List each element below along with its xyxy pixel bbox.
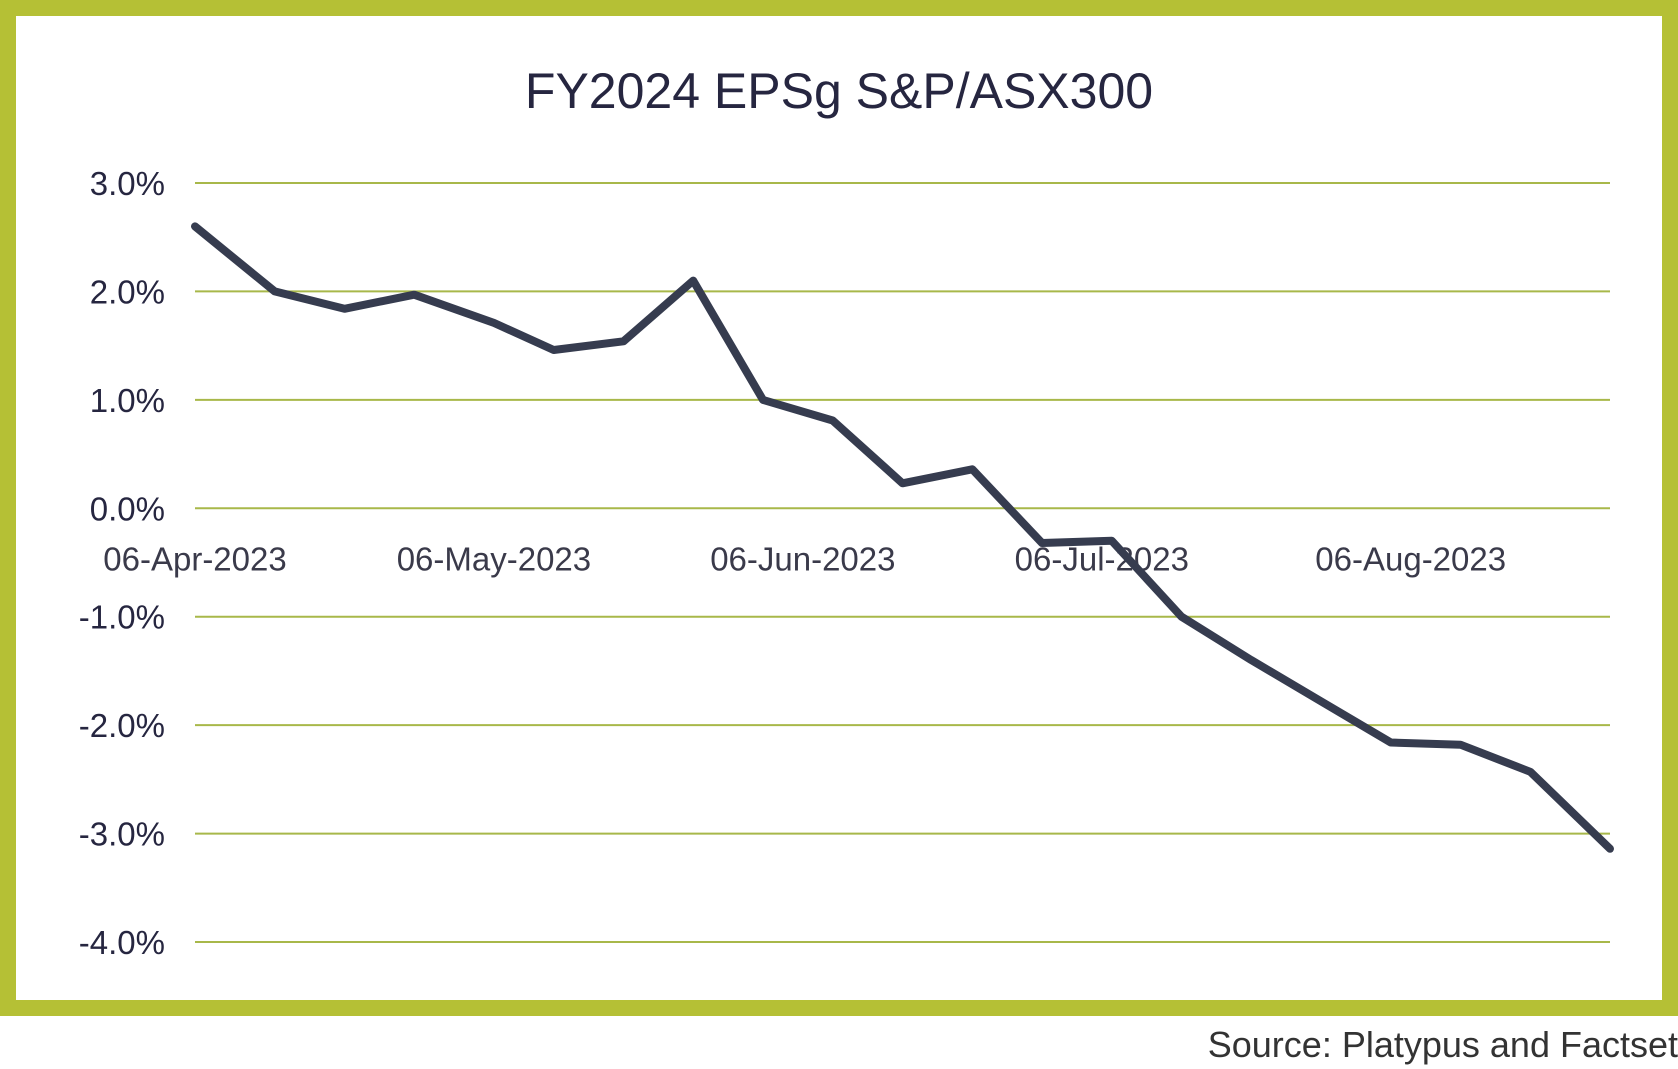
x-axis-ticks: 06-Apr-2023 06-May-2023 06-Jun-2023 06-Jul-… [103, 540, 1506, 577]
y-tick-label: -3.0% [79, 816, 165, 853]
x-tick-label: 06-Jun-2023 [710, 540, 895, 577]
line-chart: 3.0% 2.0% 1.0% 0.0% -1.0% -2.0% -3.0% -4.0% 06-… [79, 165, 1614, 961]
y-tick-label: -2.0% [79, 707, 165, 744]
series-line [191, 222, 1614, 853]
y-axis-ticks: 3.0% 2.0% 1.0% 0.0% -1.0% -2.0% -3.0% -4.0% [79, 165, 165, 961]
x-tick-label: 06-Aug-2023 [1315, 540, 1506, 577]
y-tick-label: 1.0% [90, 382, 165, 419]
y-tick-label: -1.0% [79, 599, 165, 636]
source-note: Source: Platypus and Factset [1207, 1024, 1678, 1065]
x-tick-label: 06-May-2023 [397, 540, 591, 577]
gridlines [195, 182, 1610, 943]
x-tick-label: 06-Apr-2023 [103, 540, 286, 577]
y-tick-label: 3.0% [90, 165, 165, 202]
y-tick-label: -4.0% [79, 924, 165, 961]
series-layer [191, 222, 1614, 853]
y-tick-label: 0.0% [90, 490, 165, 527]
y-tick-label: 2.0% [90, 273, 165, 310]
chart-title: FY2024 EPSg S&P/ASX300 [524, 63, 1154, 119]
